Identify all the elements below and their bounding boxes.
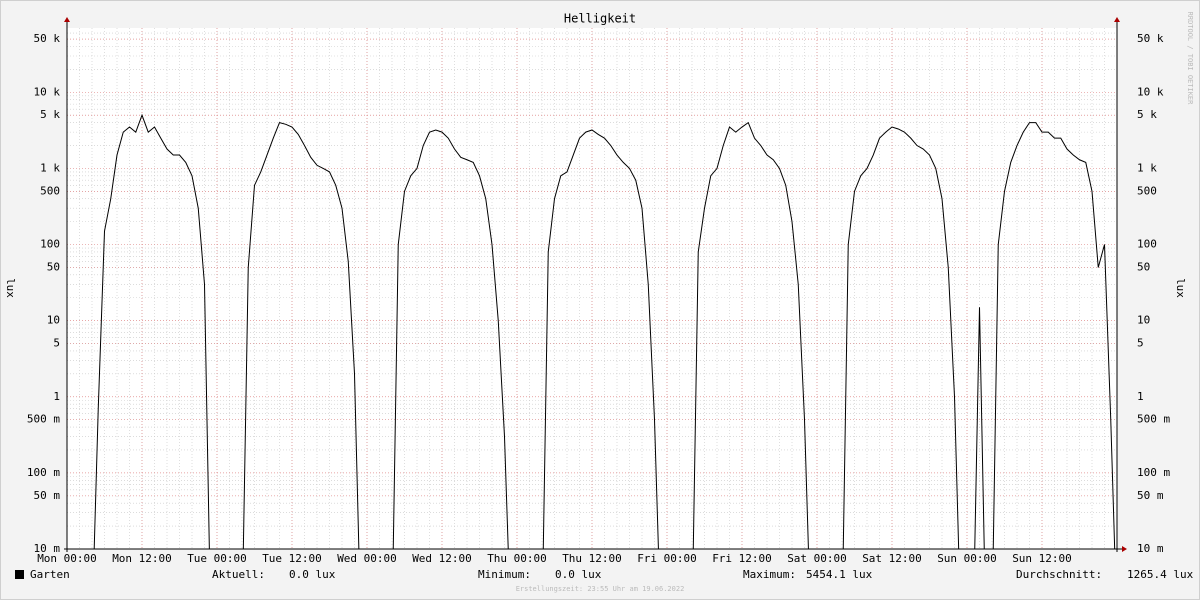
x-tick-label: Wed 00:00	[337, 552, 397, 565]
stat-value: 0.0 lux	[289, 568, 336, 581]
y-tick-label: 10 k	[34, 85, 61, 98]
y2-tick-label: 10 k	[1137, 85, 1164, 98]
y2-tick-label: 1 k	[1137, 161, 1157, 174]
stat-value: 5454.1 lux	[806, 568, 873, 581]
x-tick-label: Wed 12:00	[412, 552, 472, 565]
y-tick-label: 1	[53, 390, 60, 403]
x-tick-label: Fri 12:00	[712, 552, 772, 565]
y2-tick-label: 10 m	[1137, 542, 1164, 555]
x-tick-label: Thu 00:00	[487, 552, 547, 565]
y-tick-label: 50 m	[34, 489, 61, 502]
y2-tick-label: 50 k	[1137, 32, 1164, 45]
x-tick-label: Fri 00:00	[637, 552, 697, 565]
y2-tick-label: 100 m	[1137, 466, 1170, 479]
x-tick-label: Mon 00:00	[37, 552, 97, 565]
y-tick-label: 5	[53, 337, 60, 350]
y2-tick-label: 5 k	[1137, 108, 1157, 121]
legend-swatch	[15, 570, 24, 579]
axis-arrow	[1122, 546, 1127, 552]
y2-tick-label: 500 m	[1137, 413, 1170, 426]
y2-tick-label: 50	[1137, 260, 1150, 273]
y-tick-label: 500	[40, 184, 60, 197]
y-tick-label: 1 k	[40, 161, 60, 174]
y-tick-label: 100	[40, 238, 60, 251]
y2-tick-label: 100	[1137, 238, 1157, 251]
stat-value: 0.0 lux	[555, 568, 602, 581]
y2-tick-label: 10	[1137, 314, 1150, 327]
x-tick-label: Thu 12:00	[562, 552, 622, 565]
y2-tick-label: 1	[1137, 390, 1144, 403]
axis-arrow	[1114, 17, 1120, 22]
y2-tick-label: 500	[1137, 184, 1157, 197]
legend-label: Garten	[30, 568, 70, 581]
x-tick-label: Tue 00:00	[187, 552, 247, 565]
y-tick-label: 50 k	[34, 32, 61, 45]
y-tick-label: 10	[47, 314, 60, 327]
footer: Erstellungszeit: 23:55 Uhr am 19.06.2022	[516, 585, 685, 593]
x-tick-label: Mon 12:00	[112, 552, 172, 565]
stat-label: Minimum:	[478, 568, 531, 581]
y-tick-label: 10 m	[34, 542, 61, 555]
axis-arrow	[64, 17, 70, 22]
y-tick-label: 50	[47, 260, 60, 273]
stat-label: Maximum:	[743, 568, 796, 581]
y2-tick-label: 50 m	[1137, 489, 1164, 502]
x-tick-label: Sat 00:00	[787, 552, 847, 565]
x-tick-label: Sun 00:00	[937, 552, 997, 565]
y2-axis-label: lux	[1174, 278, 1187, 298]
y-axis-label: lux	[4, 278, 17, 298]
y2-tick-label: 5	[1137, 337, 1144, 350]
x-tick-label: Tue 12:00	[262, 552, 322, 565]
y-tick-label: 100 m	[27, 466, 60, 479]
plot-area	[67, 28, 1117, 549]
stat-label: Aktuell:	[212, 568, 265, 581]
y-tick-label: 500 m	[27, 413, 60, 426]
watermark: RRDTOOL / TOBI OETIKER	[1186, 12, 1194, 106]
stat-value: 1265.4 lux	[1127, 568, 1194, 581]
data-line	[93, 113, 1116, 549]
chart-title: Helligkeit	[564, 12, 636, 26]
x-tick-label: Sun 12:00	[1012, 552, 1072, 565]
y-tick-label: 5 k	[40, 108, 60, 121]
x-tick-label: Sat 12:00	[862, 552, 922, 565]
stat-label: Durchschnitt:	[1016, 568, 1102, 581]
